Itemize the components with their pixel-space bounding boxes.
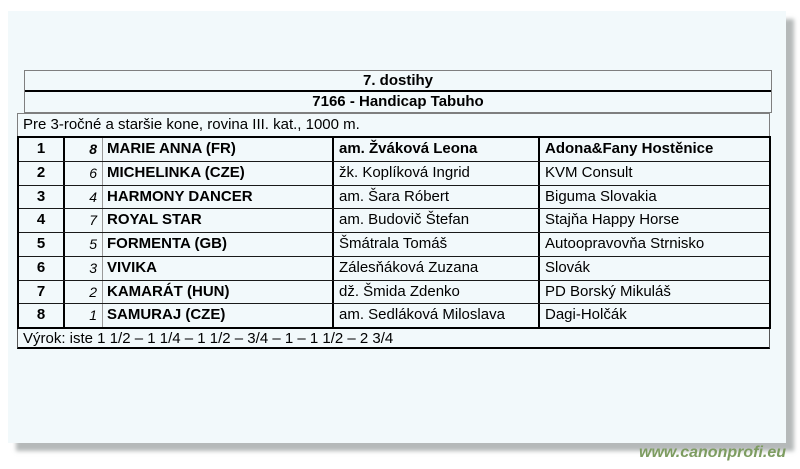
- horse-name-cell: HARMONY DANCER: [103, 185, 334, 209]
- race-title-box: 7. dostihy 7166 - Handicap Tabuho: [24, 70, 772, 113]
- horse-name-cell: SAMURAJ (CZE): [103, 304, 334, 327]
- place-cell: 5: [19, 233, 65, 256]
- owner-cell: PD Borský Mikuláš: [545, 282, 671, 300]
- result-row: 8 1 SAMURAJ (CZE) am. Sedláková Miloslav…: [19, 304, 769, 327]
- result-row: 6 3 VIVIKA Zálesňáková Zuzana Slovák: [19, 256, 769, 281]
- place-cell: 6: [19, 256, 65, 280]
- result-row: 7 2 KAMARÁT (HUN) dž. Šmida Zdenko PD Bo…: [19, 280, 769, 305]
- result-row: 3 4 HARMONY DANCER am. Šara Róbert Bigum…: [19, 185, 769, 210]
- jockey-cell: Zálesňáková Zuzana: [334, 256, 540, 280]
- place-cell: 7: [19, 280, 65, 304]
- owner-cell: Slovák: [545, 258, 591, 276]
- owner-cell: KVM Consult: [545, 163, 633, 181]
- program-number-cell: 6: [65, 161, 103, 185]
- result-row: 2 6 MICHELINKA (CZE) žk. Koplíková Ingri…: [19, 161, 769, 186]
- race-name-title: 7166 - Handicap Tabuho: [312, 93, 484, 110]
- jockey-cell: am. Budovič Štefan: [334, 209, 540, 232]
- program-number-cell: 2: [65, 280, 103, 304]
- result-row: 5 5 FORMENTA (GB) Šmátrala Tomáš Autoopr…: [19, 233, 769, 257]
- place-cell: 4: [19, 209, 65, 232]
- owner-cell: Biguma Slovakia: [545, 187, 657, 205]
- jockey-cell: am. Sedláková Miloslava: [334, 304, 540, 327]
- place-cell: 1: [19, 138, 65, 161]
- owner-cell: Adona&Fany Hostěnice: [545, 140, 714, 157]
- race-conditions: Pre 3-ročné a staršie kone, rovina III. …: [17, 113, 770, 136]
- program-number-cell: 3: [65, 256, 103, 280]
- horse-name-cell: KAMARÁT (HUN): [103, 280, 334, 304]
- jockey-cell: am. Šara Róbert: [334, 185, 540, 209]
- jockey-cell: dž. Šmida Zdenko: [334, 280, 540, 304]
- race-number-title: 7. dostihy: [25, 71, 771, 92]
- horse-name-cell: FORMENTA (GB): [103, 233, 334, 256]
- result-row: 1 8 MARIE ANNA (FR) am. Žváková Leona Ad…: [19, 138, 769, 162]
- jockey-cell: Šmátrala Tomáš: [334, 233, 540, 256]
- jockey-cell: am. Žváková Leona: [334, 138, 540, 161]
- owner-cell: Stajňa Happy Horse: [545, 211, 680, 229]
- place-cell: 8: [19, 304, 65, 327]
- scanned-result-sheet: 7. dostihy 7166 - Handicap Tabuho Pre 3-…: [8, 11, 786, 443]
- owner-cell: Dagi-Holčák: [545, 306, 627, 324]
- horse-name-cell: MARIE ANNA (FR): [103, 138, 334, 161]
- program-number-cell: 5: [65, 233, 103, 256]
- program-number-cell: 1: [65, 304, 103, 327]
- owner-cell: Autoopravovňa Strnisko: [545, 235, 705, 252]
- result-row: 4 7 ROYAL STAR am. Budovič Štefan Stajňa…: [19, 209, 769, 233]
- horse-name-cell: ROYAL STAR: [103, 209, 334, 232]
- program-number-cell: 7: [65, 209, 103, 232]
- horse-name-cell: MICHELINKA (CZE): [103, 161, 334, 185]
- place-cell: 2: [19, 161, 65, 185]
- jockey-cell: žk. Koplíková Ingrid: [334, 161, 540, 185]
- results-table: 1 8 MARIE ANNA (FR) am. Žváková Leona Ad…: [17, 136, 771, 329]
- horse-name-cell: VIVIKA: [103, 256, 334, 280]
- program-number-cell: 4: [65, 185, 103, 209]
- program-number-cell: 8: [65, 138, 103, 161]
- verdict-row: Výrok: iste 1 1/2 – 1 1/4 – 1 1/2 – 3/4 …: [17, 329, 770, 349]
- watermark-text: www.canonprofi.eu: [639, 444, 786, 461]
- place-cell: 3: [19, 185, 65, 209]
